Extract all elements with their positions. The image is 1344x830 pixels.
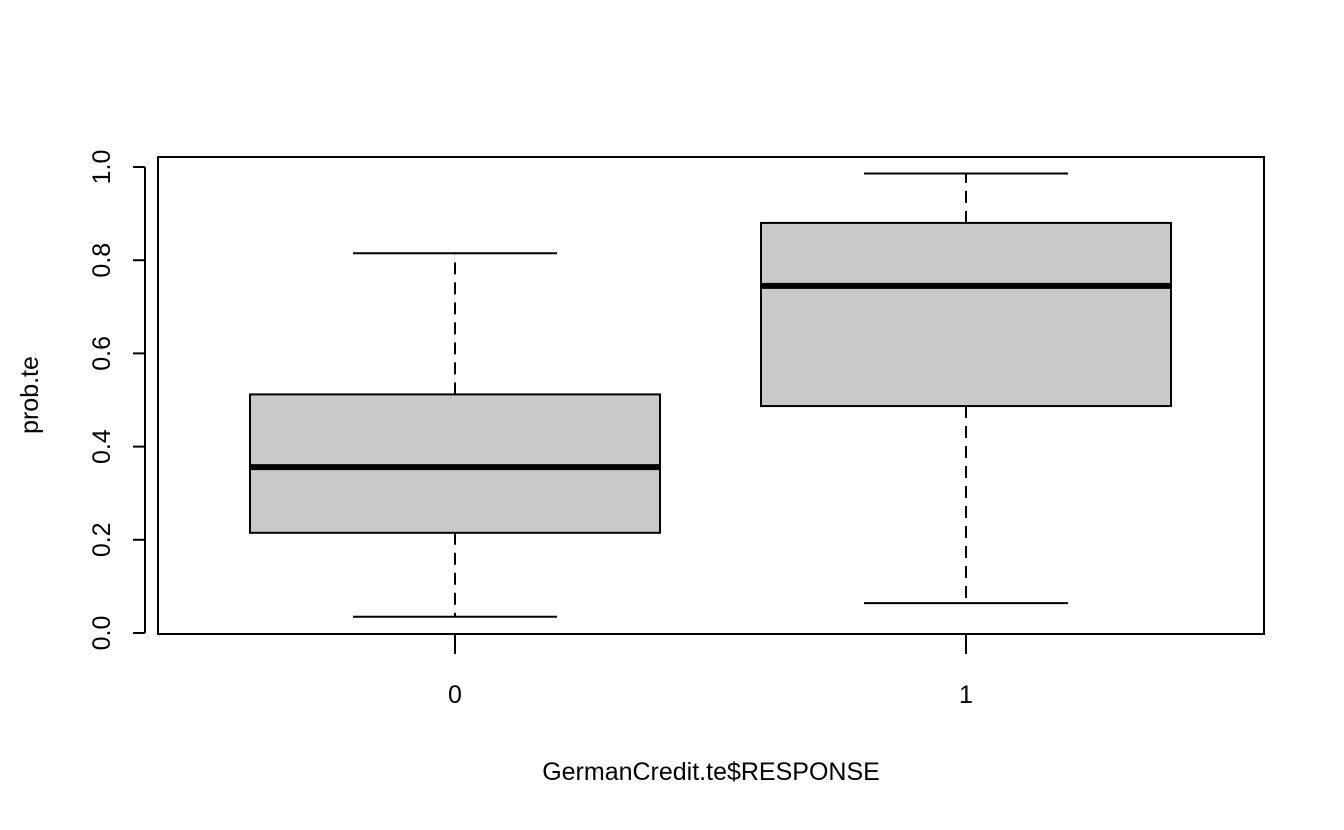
- y-tick-label: 0.6: [88, 336, 116, 371]
- y-axis: 0.0 0.2 0.4 0.6 0.8 1.0: [88, 150, 146, 651]
- y-tick-label: 1.0: [88, 150, 116, 185]
- y-axis-label: prob.te: [16, 356, 44, 434]
- x-tick-label: 0: [448, 681, 462, 709]
- y-tick-label: 0.8: [88, 243, 116, 278]
- box-1: [760, 172, 1172, 605]
- plot-frame: [157, 156, 1265, 635]
- box-iqr: [249, 393, 661, 534]
- x-tick-label: 1: [959, 681, 973, 709]
- box-0: [249, 252, 661, 618]
- y-tick-label: 0.4: [88, 429, 116, 464]
- y-tick-label: 0.0: [88, 616, 116, 651]
- y-tick-label: 0.2: [88, 522, 116, 557]
- x-axis-label: GermanCredit.te$RESPONSE: [542, 758, 880, 786]
- box-iqr: [760, 221, 1172, 408]
- boxes: [249, 172, 1172, 618]
